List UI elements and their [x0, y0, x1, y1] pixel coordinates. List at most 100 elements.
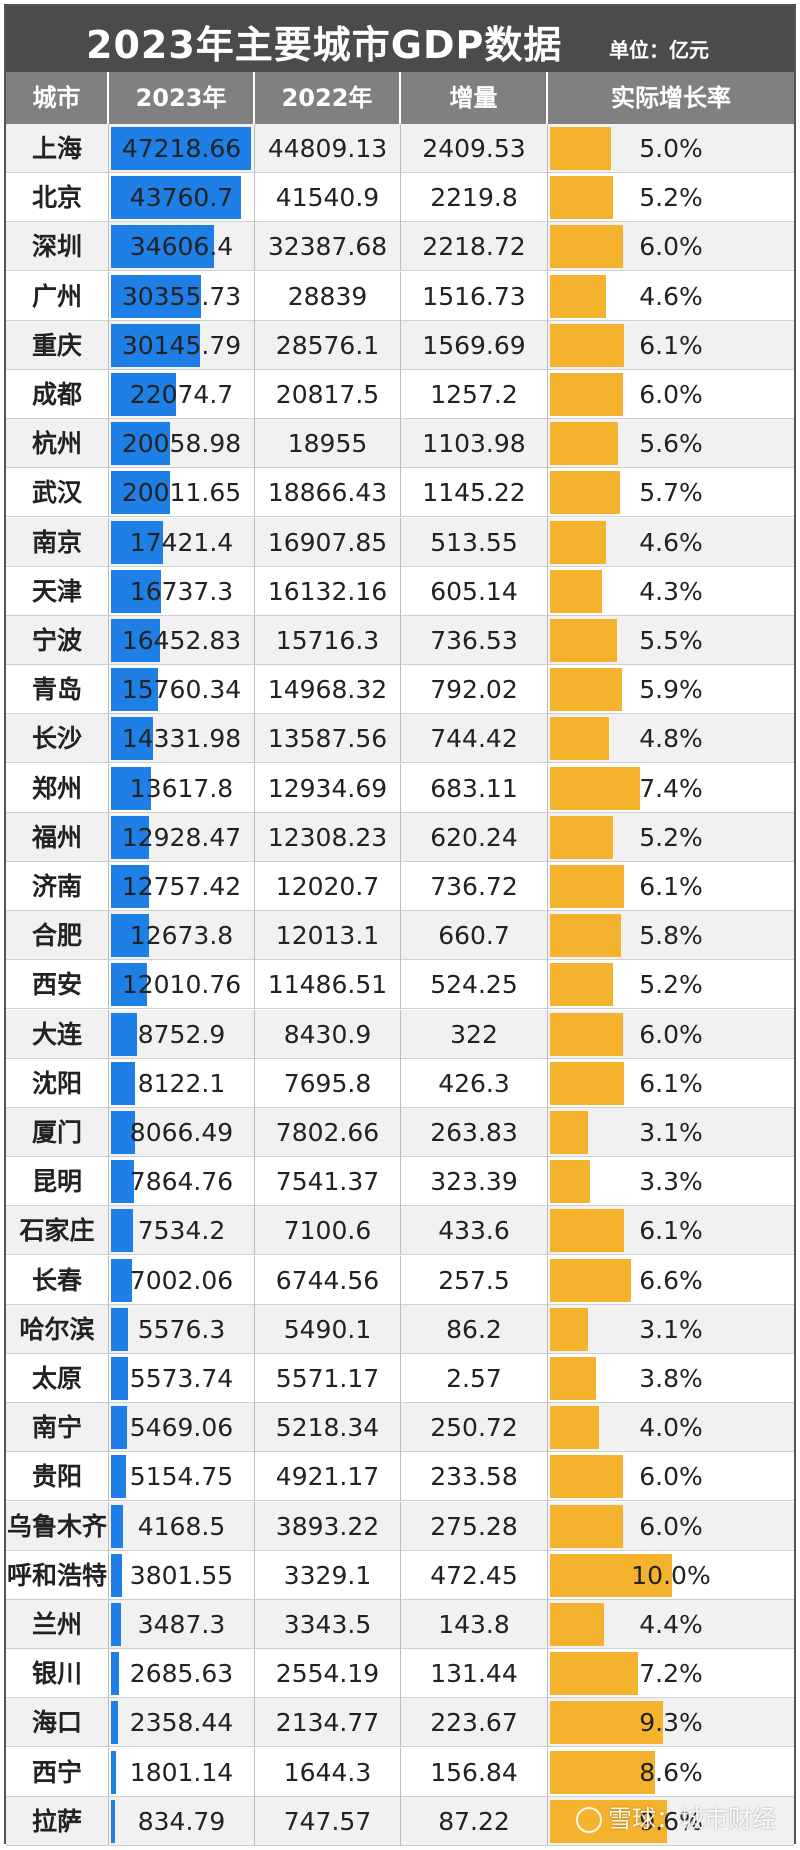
- cell-gdp-2023: 30145.79: [109, 320, 255, 370]
- cell-gdp-2022-value: 7100.6: [283, 1216, 372, 1246]
- gdp-2023-bar: [111, 373, 177, 416]
- cell-increase: 426.3: [401, 1058, 548, 1108]
- cell-city: 宁波: [6, 616, 109, 665]
- column-header-growth: 实际增长率: [611, 84, 731, 112]
- growth-rate-bar: [550, 865, 625, 908]
- cell-gdp-2022-value: 747.57: [283, 1806, 372, 1836]
- cell-gdp-2022: 41540.9: [255, 173, 401, 223]
- cell-increase-value: 275.28: [430, 1511, 518, 1541]
- cell-gdp-2023-value: 22074.7: [129, 380, 234, 409]
- gdp-2023-bar: [111, 1750, 117, 1794]
- cell-city-value: 青岛: [31, 675, 82, 705]
- cell-growth: 3.3%: [548, 1157, 794, 1206]
- cell-growth-value: 5.5%: [639, 626, 703, 655]
- cell-city: 银川: [6, 1649, 109, 1699]
- cell-city: 海口: [6, 1698, 109, 1748]
- cell-city-value: 郑州: [31, 773, 82, 803]
- cell-gdp-2023: 834.79: [109, 1796, 255, 1846]
- table-row: 厦门 8066.49 7802.66 263.83 3.1%: [6, 1108, 794, 1157]
- cell-gdp-2022-value: 7541.37: [275, 1167, 380, 1197]
- cell-growth: 9.3%: [548, 1698, 794, 1747]
- cell-growth-value: 5.2%: [639, 970, 703, 1000]
- unit-label: 单位：亿元: [609, 38, 709, 62]
- cell-gdp-2023: 12757.42: [109, 862, 255, 911]
- cell-gdp-2022-value: 20817.5: [275, 380, 380, 409]
- cell-gdp-2022: 1644.3: [255, 1747, 401, 1797]
- cell-city: 天津: [6, 566, 109, 616]
- cell-growth: 5.6%: [548, 419, 794, 468]
- cell-gdp-2022: 18866.43: [255, 468, 401, 518]
- cell-city-value: 杭州: [31, 429, 82, 459]
- cell-gdp-2023: 5573.74: [109, 1354, 255, 1403]
- cell-gdp-2022: 28839: [255, 271, 401, 321]
- cell-growth: 6.1%: [548, 862, 794, 911]
- cell-growth-value: 4.3%: [639, 576, 703, 606]
- table-row: 武汉 20011.65 18866.43 1145.22 5.7%: [6, 468, 794, 518]
- cell-gdp-2022: 12308.23: [255, 812, 401, 862]
- cell-growth: 5.9%: [548, 665, 794, 714]
- cell-growth-value: 3.3%: [639, 1167, 703, 1197]
- gdp-2023-bar: [111, 1111, 135, 1154]
- growth-rate-bar: [550, 1603, 604, 1646]
- cell-increase-value: 323.39: [430, 1167, 518, 1197]
- gdp-2023-bar: [111, 471, 171, 515]
- cell-increase-value: 605.14: [430, 576, 518, 606]
- cell-city-value: 太原: [31, 1364, 82, 1393]
- cell-growth: 7.2%: [548, 1649, 794, 1698]
- cell-gdp-2023-value: 2685.63: [129, 1659, 234, 1689]
- cell-city: 北京: [6, 173, 109, 223]
- watermark-text: 雪球：城市财经: [608, 1805, 776, 1833]
- cell-growth-value: 3.1%: [639, 1118, 703, 1147]
- cell-gdp-2022: 3329.1: [255, 1550, 401, 1600]
- cell-gdp-2023: 13617.8: [109, 763, 255, 813]
- cell-city: 乌鲁木齐: [6, 1501, 109, 1551]
- cell-gdp-2022: 3893.22: [255, 1501, 401, 1551]
- cell-increase-value: 2218.72: [422, 232, 526, 262]
- cell-growth-value: 8.6%: [639, 1757, 703, 1787]
- growth-rate-bar: [550, 619, 618, 662]
- table-row: 福州 12928.47 12308.23 620.24 5.2%: [6, 812, 794, 862]
- cell-growth-value: 6.0%: [639, 1019, 703, 1049]
- cell-gdp-2022: 6744.56: [255, 1255, 401, 1305]
- cell-gdp-2022-value: 11486.51: [267, 970, 388, 1000]
- cell-city: 福州: [6, 812, 109, 862]
- cell-gdp-2023: 2685.63: [109, 1649, 255, 1699]
- cell-gdp-2023: 34606.4: [109, 222, 255, 272]
- cell-growth: 3.8%: [548, 1354, 794, 1403]
- cell-gdp-2022-value: 16907.85: [267, 527, 388, 557]
- table-row: 深圳 34606.4 32387.68 2218.72 6.0%: [6, 222, 794, 272]
- cell-gdp-2022-value: 4921.17: [275, 1462, 380, 1492]
- cell-growth: 6.1%: [548, 321, 794, 370]
- growth-rate-bar: [550, 1357, 597, 1400]
- table-row: 西宁 1801.14 1644.3 156.84 8.6%: [6, 1747, 794, 1797]
- cell-increase: 223.67: [401, 1698, 548, 1748]
- cell-gdp-2022-value: 28839: [287, 281, 368, 311]
- cell-growth: 6.1%: [548, 1206, 794, 1255]
- cell-gdp-2023: 5469.06: [109, 1403, 255, 1453]
- cell-increase-value: 433.6: [438, 1216, 510, 1246]
- gdp-2023-bar: [111, 1258, 132, 1302]
- cell-gdp-2022-value: 44809.13: [267, 134, 388, 163]
- cell-city-value: 广州: [31, 281, 82, 311]
- cell-gdp-2022: 7100.6: [255, 1206, 401, 1256]
- cell-city: 合肥: [6, 911, 109, 961]
- gdp-2023-bar: [111, 1455, 127, 1499]
- cell-gdp-2022: 7802.66: [255, 1108, 401, 1157]
- gdp-2023-bar: [111, 1553, 123, 1597]
- cell-gdp-2023: 7534.2: [109, 1206, 255, 1256]
- cell-gdp-2023-value: 8752.9: [137, 1019, 226, 1049]
- growth-rate-bar: [550, 176, 614, 220]
- cell-city-value: 济南: [31, 872, 82, 901]
- growth-rate-bar: [550, 1209, 625, 1253]
- growth-rate-bar: [550, 1258, 631, 1302]
- cell-gdp-2022-value: 1644.3: [283, 1757, 372, 1787]
- cell-city-value: 沈阳: [31, 1068, 82, 1098]
- cell-gdp-2023-value: 20058.98: [121, 429, 242, 459]
- cell-city-value: 长沙: [31, 724, 82, 754]
- cell-increase: 620.24: [401, 812, 548, 862]
- cell-gdp-2022-value: 15716.3: [275, 626, 380, 655]
- table-row: 长春 7002.06 6744.56 257.5 6.6%: [6, 1255, 794, 1305]
- table-row: 银川 2685.63 2554.19 131.44 7.2%: [6, 1649, 794, 1699]
- cell-increase: 433.6: [401, 1206, 548, 1256]
- cell-gdp-2023: 47218.66: [109, 124, 255, 173]
